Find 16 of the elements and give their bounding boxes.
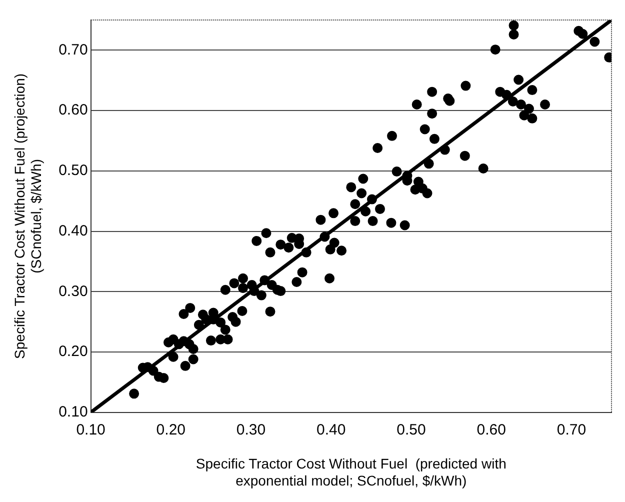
- y-axis-title: Specific Tractor Cost Without Fuel (projection) (SCnofuel, $/kWh): [11, 73, 44, 359]
- x-tick-label: 0.30: [236, 422, 266, 439]
- y-tick-label: 0.20: [58, 343, 88, 360]
- y-tick-label: 0.40: [58, 222, 88, 240]
- x-tick-label: 0.10: [76, 422, 106, 439]
- y-tick-label: 0.60: [58, 102, 88, 119]
- x-tick-label: 0.40: [316, 422, 346, 439]
- x-tick-label: 0.70: [556, 422, 586, 439]
- y-tick-label: 0.50: [58, 162, 88, 180]
- y-tick-label: 0.70: [58, 41, 88, 58]
- x-axis-title: Specific Tractor Cost Without Fuel (predicted with exponential model; SCnofuel, $/kWh): [196, 456, 506, 488]
- x-tick-label: 0.60: [476, 422, 506, 439]
- y-tick-label: 0.10: [58, 404, 88, 421]
- y-tick-label: 0.30: [58, 282, 88, 300]
- x-tick-label: 0.50: [396, 422, 426, 439]
- x-tick-label: 0.20: [156, 422, 186, 439]
